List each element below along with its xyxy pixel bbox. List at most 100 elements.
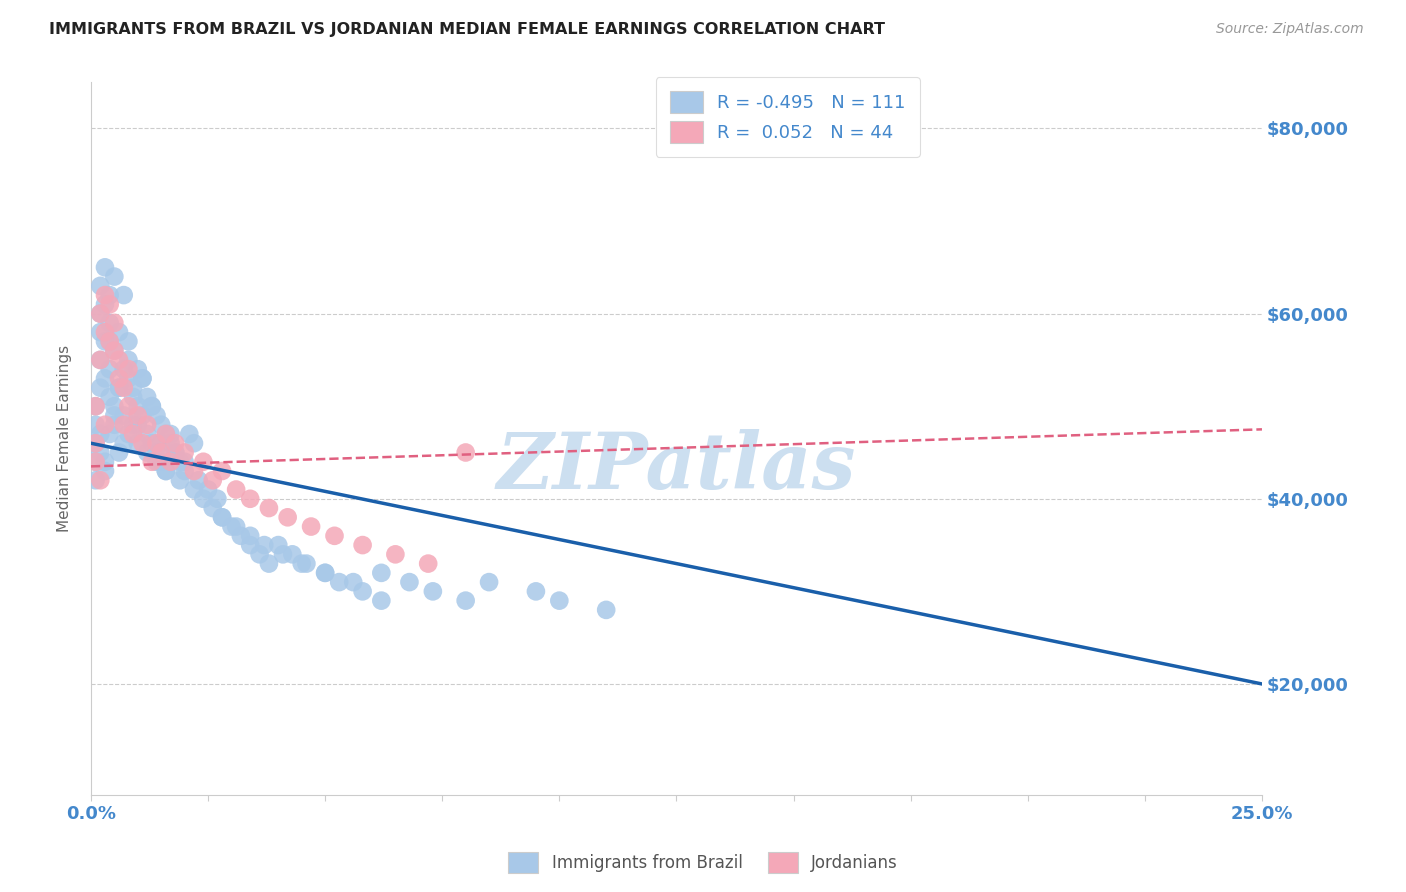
Point <box>103 399 125 413</box>
Point <box>548 593 571 607</box>
Point <box>225 483 247 497</box>
Point <box>127 436 149 450</box>
Point <box>141 399 163 413</box>
Point <box>131 371 153 385</box>
Point <box>98 427 121 442</box>
Point <box>141 455 163 469</box>
Point <box>165 445 187 459</box>
Point <box>267 538 290 552</box>
Point <box>281 547 304 561</box>
Point <box>136 445 159 459</box>
Point <box>89 473 111 487</box>
Point <box>98 334 121 349</box>
Point <box>131 409 153 423</box>
Point <box>187 473 209 487</box>
Point <box>193 455 215 469</box>
Point <box>136 390 159 404</box>
Point <box>173 455 195 469</box>
Point <box>94 464 117 478</box>
Point <box>145 409 167 423</box>
Point <box>94 297 117 311</box>
Point <box>145 436 167 450</box>
Point <box>155 427 177 442</box>
Legend: Immigrants from Brazil, Jordanians: Immigrants from Brazil, Jordanians <box>502 846 904 880</box>
Point <box>422 584 444 599</box>
Point <box>155 464 177 478</box>
Point <box>352 538 374 552</box>
Point <box>370 566 392 580</box>
Point <box>141 436 163 450</box>
Point <box>257 501 280 516</box>
Point <box>108 381 131 395</box>
Point <box>127 399 149 413</box>
Point <box>94 325 117 339</box>
Point <box>454 593 477 607</box>
Point <box>159 455 181 469</box>
Point <box>108 445 131 459</box>
Point <box>271 547 294 561</box>
Point <box>103 269 125 284</box>
Point <box>211 464 233 478</box>
Point <box>98 316 121 330</box>
Point <box>239 529 262 543</box>
Point <box>207 491 229 506</box>
Point <box>352 584 374 599</box>
Point <box>197 483 219 497</box>
Point <box>108 352 131 367</box>
Point <box>249 547 271 561</box>
Point <box>84 399 107 413</box>
Point <box>112 417 135 432</box>
Point <box>239 491 262 506</box>
Point <box>112 436 135 450</box>
Point <box>277 510 299 524</box>
Point <box>84 436 107 450</box>
Point <box>112 362 135 376</box>
Y-axis label: Median Female Earnings: Median Female Earnings <box>58 345 72 533</box>
Point <box>131 436 153 450</box>
Point <box>165 436 187 450</box>
Point <box>136 417 159 432</box>
Point <box>89 325 111 339</box>
Point <box>94 455 117 469</box>
Point <box>84 436 107 450</box>
Point <box>193 491 215 506</box>
Point <box>131 371 153 385</box>
Point <box>94 417 117 432</box>
Point <box>179 427 201 442</box>
Point <box>418 557 440 571</box>
Point <box>257 557 280 571</box>
Point <box>323 529 346 543</box>
Point <box>117 334 139 349</box>
Point <box>145 445 167 459</box>
Point <box>117 352 139 367</box>
Point <box>89 381 111 395</box>
Point <box>84 399 107 413</box>
Point <box>94 334 117 349</box>
Point <box>122 390 145 404</box>
Point <box>84 473 107 487</box>
Point <box>150 455 173 469</box>
Point <box>103 343 125 358</box>
Point <box>89 307 111 321</box>
Point <box>478 575 501 590</box>
Point <box>239 538 262 552</box>
Point <box>108 371 131 385</box>
Point <box>150 436 173 450</box>
Point <box>253 538 276 552</box>
Point <box>295 557 318 571</box>
Point <box>103 343 125 358</box>
Point <box>117 371 139 385</box>
Point <box>221 519 243 533</box>
Point <box>183 483 205 497</box>
Point <box>165 445 187 459</box>
Point <box>94 260 117 275</box>
Legend: R = -0.495   N = 111, R =  0.052   N = 44: R = -0.495 N = 111, R = 0.052 N = 44 <box>655 77 920 157</box>
Point <box>159 427 181 442</box>
Point <box>98 288 121 302</box>
Point <box>173 445 195 459</box>
Point <box>94 371 117 385</box>
Point <box>89 352 111 367</box>
Point <box>98 334 121 349</box>
Point <box>173 464 195 478</box>
Text: ZIPatlas: ZIPatlas <box>496 429 856 506</box>
